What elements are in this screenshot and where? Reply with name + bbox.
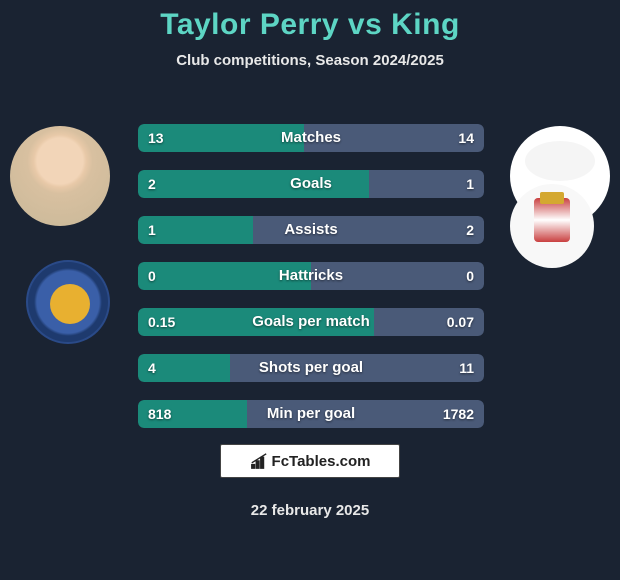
brand-badge: FcTables.com <box>220 444 400 478</box>
footer-date: 22 february 2025 <box>0 502 620 519</box>
stat-label: Hattricks <box>138 262 484 290</box>
stat-row: 00Hattricks <box>138 262 484 290</box>
brand-chart-icon <box>250 452 268 470</box>
stat-label: Assists <box>138 216 484 244</box>
player-left-avatar <box>10 126 110 226</box>
stat-label: Min per goal <box>138 400 484 428</box>
page-title: Taylor Perry vs King <box>0 0 620 42</box>
brand-text: FcTables.com <box>272 453 371 470</box>
stat-row: 0.150.07Goals per match <box>138 308 484 336</box>
stat-row: 12Assists <box>138 216 484 244</box>
stat-label: Matches <box>138 124 484 152</box>
stat-label: Goals <box>138 170 484 198</box>
stats-bars: 1314Matches 21Goals 12Assists 00Hattricks 0.… <box>138 124 484 446</box>
subtitle: Club competitions, Season 2024/2025 <box>0 52 620 69</box>
stat-row: 8181782Min per goal <box>138 400 484 428</box>
club-right-crest <box>510 184 594 268</box>
stat-row: 1314Matches <box>138 124 484 152</box>
stat-label: Goals per match <box>138 308 484 336</box>
stat-row: 21Goals <box>138 170 484 198</box>
stat-row: 411Shots per goal <box>138 354 484 382</box>
comparison-card: Taylor Perry vs King Club competitions, … <box>0 0 620 580</box>
stat-label: Shots per goal <box>138 354 484 382</box>
club-left-crest <box>26 260 110 344</box>
